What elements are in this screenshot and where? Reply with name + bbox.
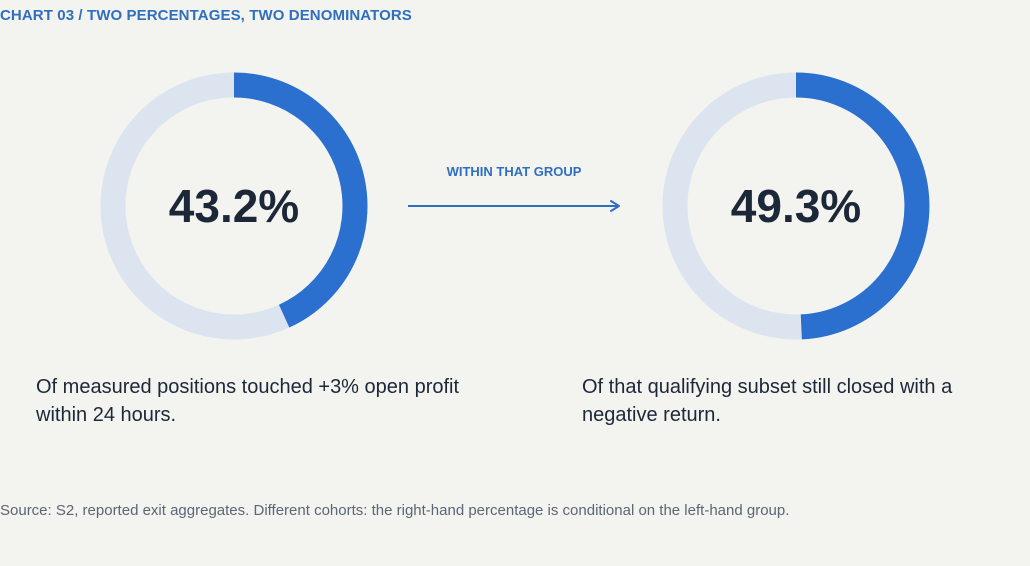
donut-right-arc (795, 72, 930, 340)
arrow-right-icon (408, 200, 620, 212)
chart-title: CHART 03 / TWO PERCENTAGES, TWO DENOMINA… (0, 7, 412, 24)
donut-right-value: 49.3% (731, 180, 861, 232)
caption-left: Of measured positions touched +3% open p… (36, 376, 460, 426)
source-note: Source: S2, reported exit aggregates. Di… (0, 502, 790, 519)
donut-left: 43.2% (100, 72, 368, 340)
arrow-head (610, 200, 620, 212)
connector: WITHIN THAT GROUP (408, 164, 620, 212)
connector-label: WITHIN THAT GROUP (447, 164, 582, 179)
donut-right: 49.3% (662, 72, 930, 340)
donut-left-value: 43.2% (169, 180, 299, 232)
donut-left-arc (233, 72, 368, 328)
caption-right: Of that qualifying subset still closed w… (582, 376, 953, 426)
